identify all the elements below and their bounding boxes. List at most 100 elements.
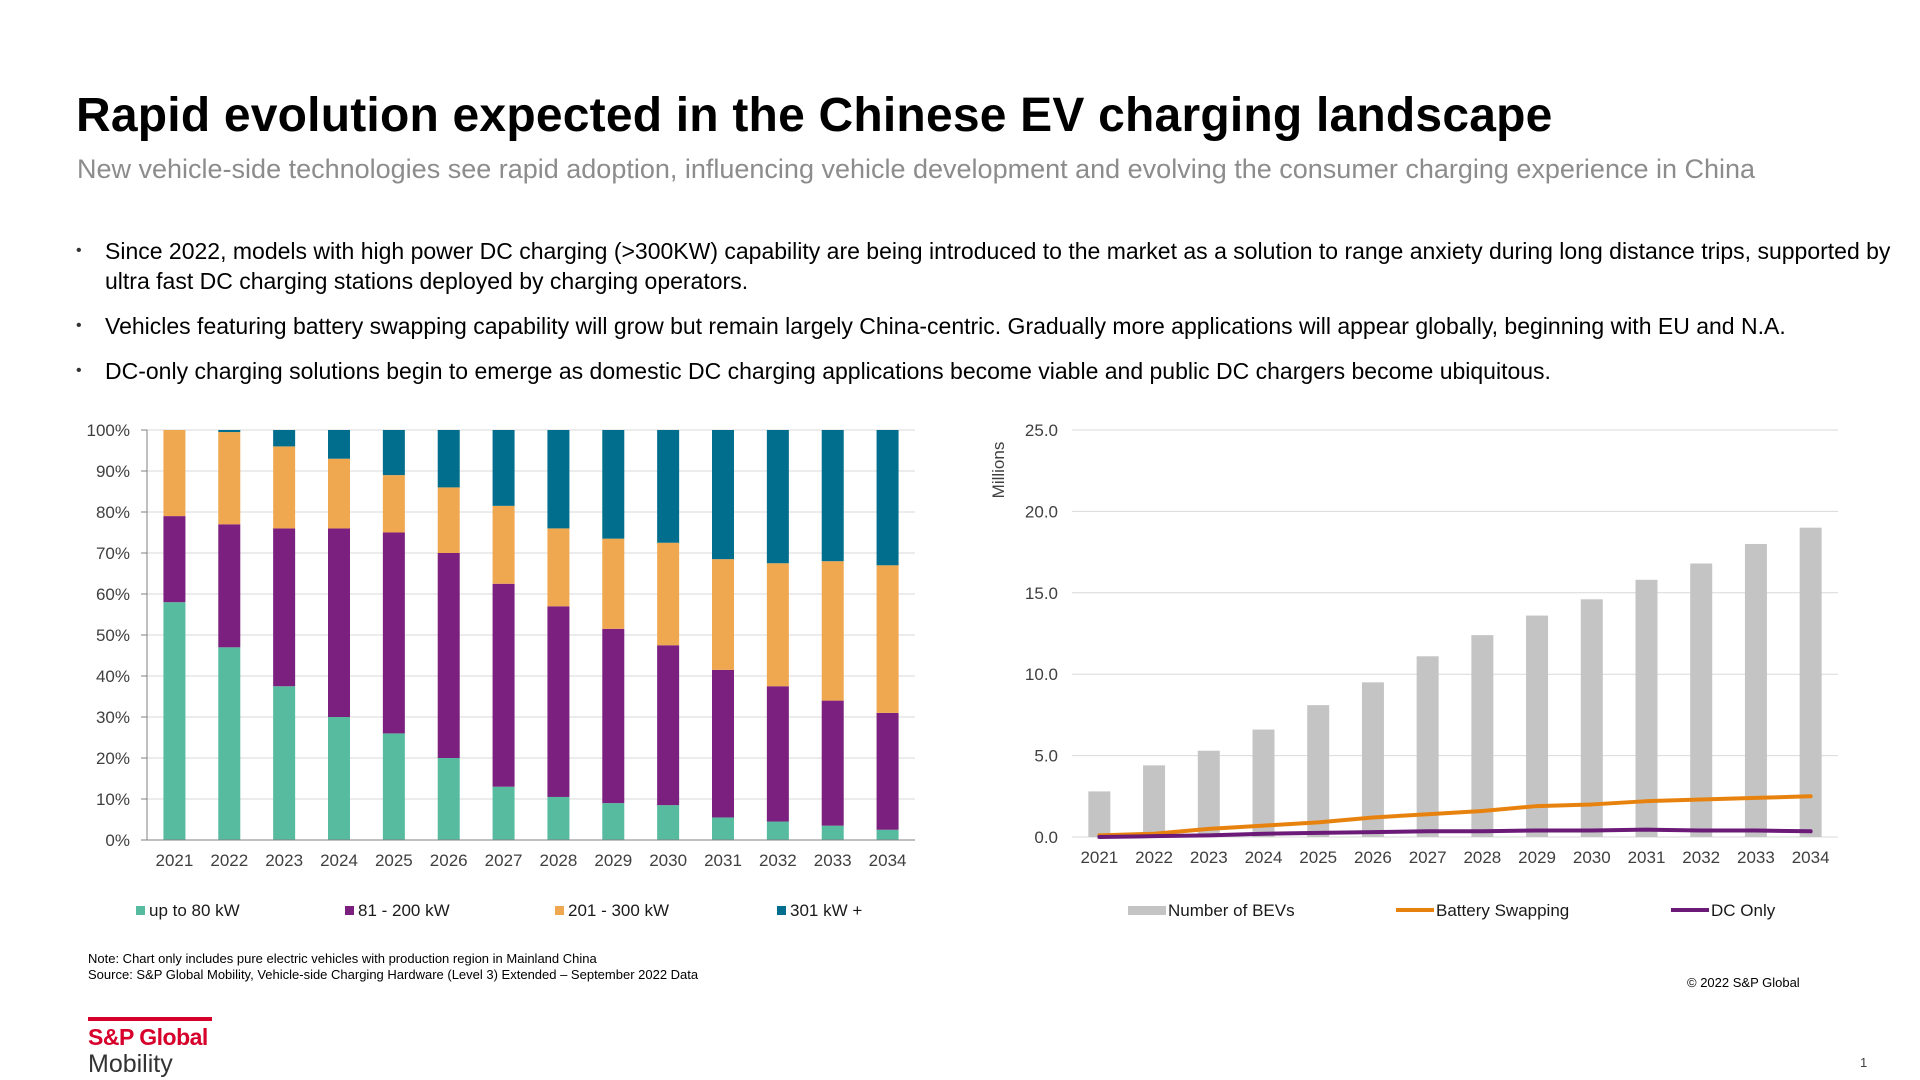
x-tick-label: 2033 <box>814 851 852 870</box>
bar-segment <box>273 686 296 840</box>
series-point <box>1645 799 1648 803</box>
bar-segment <box>547 796 570 840</box>
x-tick-label: 2026 <box>430 851 468 870</box>
bev-bar <box>1307 705 1330 837</box>
x-tick-label: 2031 <box>1628 848 1666 867</box>
x-tick-label: 2032 <box>1682 848 1720 867</box>
series-point <box>1152 834 1156 838</box>
bar-segment <box>657 805 680 840</box>
y-tick-label: 10.0 <box>1025 665 1058 684</box>
page-title: Rapid evolution expected in the Chinese … <box>76 89 1553 142</box>
logo-wordmark: S&P Global <box>88 1024 208 1050</box>
logo-accent-bar <box>88 1017 212 1021</box>
series-point <box>1207 833 1211 837</box>
y-tick-label: 60% <box>96 585 130 604</box>
x-tick-label: 2030 <box>649 851 687 870</box>
bev-bar <box>1580 599 1603 837</box>
bar-segment <box>821 825 844 840</box>
x-tick-label: 2021 <box>156 851 194 870</box>
legend-label: 301 kW + <box>790 901 862 920</box>
bullet-item: Vehicles featuring battery swapping capa… <box>76 311 1906 341</box>
bar-segment <box>218 524 241 648</box>
y-tick-label: 40% <box>96 667 130 686</box>
bar-segment <box>382 475 405 533</box>
bar-segment <box>876 829 899 840</box>
y-tick-label: 70% <box>96 544 130 563</box>
series-point <box>1207 827 1211 831</box>
bar-segment <box>382 430 405 476</box>
bar-segment <box>876 712 899 830</box>
bev-bar <box>1088 791 1111 837</box>
bar-segment <box>766 563 789 687</box>
bar-segment <box>712 817 734 840</box>
series-point <box>1754 796 1758 800</box>
y-tick-label: 15.0 <box>1025 584 1058 603</box>
y-tick-label: 20% <box>96 749 130 768</box>
series-line <box>1097 794 1813 838</box>
bev-bar <box>1471 635 1494 837</box>
bar-segment <box>602 628 625 804</box>
bar-segment <box>273 528 296 687</box>
bar-segment <box>876 430 899 566</box>
series-line <box>1097 827 1813 839</box>
bar-segment <box>328 430 350 459</box>
bar-segment <box>218 430 241 433</box>
bar-segment <box>766 430 789 564</box>
bar-segment <box>273 446 296 529</box>
y-axis-label: Millions <box>989 442 1008 499</box>
y-tick-label: 0.0 <box>1034 828 1058 847</box>
bar-segment <box>492 430 515 506</box>
bar-segment <box>492 786 515 840</box>
y-tick-label: 5.0 <box>1034 747 1058 766</box>
bar-segment <box>602 803 625 840</box>
series-point <box>1645 828 1648 832</box>
y-tick-label: 100% <box>87 421 130 440</box>
bar-segment <box>163 430 186 517</box>
series-point <box>1480 809 1484 813</box>
bev-bar <box>1197 750 1220 837</box>
legend-swatch <box>345 906 354 915</box>
bar-segment <box>657 430 680 543</box>
series-point <box>1590 802 1594 806</box>
series-point <box>1371 815 1375 819</box>
x-tick-label: 2023 <box>265 851 303 870</box>
bar-segment <box>437 553 460 758</box>
chart-note: Note: Chart only includes pure electric … <box>88 951 597 966</box>
x-tick-label: 2029 <box>1518 848 1556 867</box>
bar-segment <box>328 458 350 529</box>
bar-segment <box>766 686 789 822</box>
series-point <box>1754 828 1758 832</box>
series-point <box>1535 804 1539 808</box>
bar-segment <box>437 758 460 840</box>
bullet-item: Since 2022, models with high power DC ch… <box>76 236 1906 296</box>
x-tick-label: 2028 <box>1463 848 1501 867</box>
y-tick-label: 10% <box>96 790 130 809</box>
bar-segment <box>821 700 844 826</box>
bar-segment <box>876 565 899 713</box>
bev-charging-volume-chart: 0.0 5.0 10.0 15.0 20.0 25.0 Millions 2021 2022 20… <box>989 421 1838 920</box>
legend-label: Battery Swapping <box>1436 901 1569 920</box>
bar-segment <box>328 528 350 717</box>
x-tick-label: 2034 <box>1792 848 1830 867</box>
series-point <box>1371 830 1375 834</box>
x-tick-label: 2021 <box>1080 848 1118 867</box>
page-number: 1 <box>1860 1055 1868 1070</box>
legend-label: 201 - 300 kW <box>568 901 669 920</box>
bar-segment <box>328 717 350 840</box>
y-tick-label: 0% <box>105 831 130 850</box>
legend-swatch <box>777 906 786 915</box>
x-tick-label: 2024 <box>1245 848 1283 867</box>
bar-segment <box>218 432 241 525</box>
bar-segment <box>712 430 734 560</box>
legend-label: Number of BEVs <box>1168 901 1295 920</box>
series-point <box>1699 798 1703 802</box>
bev-bar <box>1799 527 1822 837</box>
charging-power-share-chart: 0% 10% 20% 30% 40% 50% 60% 70% 80% 90% 100% 2021 202… <box>87 421 915 920</box>
bev-bar <box>1635 579 1658 837</box>
bar-segment <box>547 528 570 607</box>
x-tick-label: 2022 <box>210 851 248 870</box>
bar-segment <box>602 538 625 629</box>
series-point <box>1535 828 1539 832</box>
x-tick-label: 2027 <box>1409 848 1447 867</box>
series-point <box>1316 831 1320 835</box>
